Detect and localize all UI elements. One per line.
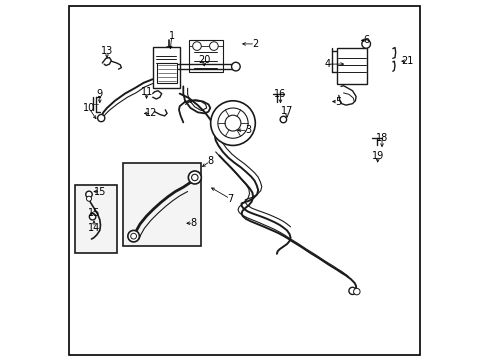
Text: 19: 19: [371, 150, 383, 161]
Text: 3: 3: [244, 125, 251, 135]
Circle shape: [86, 196, 91, 201]
Bar: [337, 48, 366, 84]
Circle shape: [231, 62, 240, 71]
Circle shape: [130, 233, 136, 239]
Circle shape: [209, 42, 218, 50]
Circle shape: [98, 114, 104, 122]
Text: 7: 7: [226, 194, 233, 204]
Text: 5: 5: [334, 96, 341, 107]
Text: 8: 8: [190, 218, 196, 228]
Circle shape: [361, 40, 370, 48]
Text: 4: 4: [324, 59, 330, 69]
Text: 8: 8: [207, 156, 213, 166]
Circle shape: [89, 213, 96, 220]
Text: 6: 6: [363, 35, 369, 45]
Text: 17: 17: [280, 106, 293, 116]
Circle shape: [210, 101, 255, 145]
Bar: [188, 40, 223, 72]
Text: 1: 1: [168, 31, 175, 41]
Bar: [152, 47, 179, 88]
Text: 13: 13: [101, 46, 113, 56]
Text: 16: 16: [274, 89, 286, 99]
Circle shape: [218, 108, 247, 138]
Circle shape: [191, 174, 198, 181]
Text: 15: 15: [88, 208, 100, 218]
Text: 10: 10: [82, 103, 95, 113]
Circle shape: [192, 42, 201, 50]
Circle shape: [127, 230, 139, 242]
Circle shape: [348, 287, 355, 294]
Circle shape: [224, 115, 241, 131]
Text: 11: 11: [140, 87, 152, 97]
Text: 2: 2: [252, 39, 258, 49]
Text: 21: 21: [400, 56, 412, 66]
Bar: [75, 185, 117, 253]
Bar: [122, 163, 201, 246]
Text: 18: 18: [375, 132, 387, 143]
Circle shape: [353, 288, 359, 295]
Circle shape: [188, 171, 201, 184]
Text: 20: 20: [198, 55, 210, 66]
Text: 9: 9: [97, 89, 102, 99]
Circle shape: [85, 191, 92, 198]
Circle shape: [280, 116, 286, 123]
Text: 14: 14: [88, 222, 100, 233]
Text: 15: 15: [94, 186, 106, 197]
Bar: [157, 63, 177, 83]
Text: 12: 12: [145, 108, 158, 118]
